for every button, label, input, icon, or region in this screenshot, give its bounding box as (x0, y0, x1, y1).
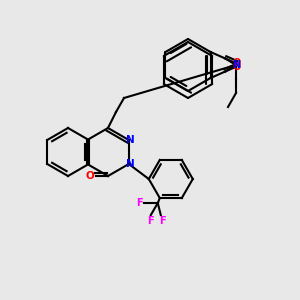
Text: N: N (232, 60, 240, 70)
Text: F: F (160, 216, 166, 226)
Text: O: O (85, 171, 94, 181)
Text: F: F (148, 216, 154, 226)
Text: O: O (232, 62, 240, 72)
Text: F: F (136, 198, 143, 208)
Text: N: N (126, 135, 135, 145)
Text: N: N (126, 159, 135, 169)
Text: O: O (232, 58, 240, 68)
